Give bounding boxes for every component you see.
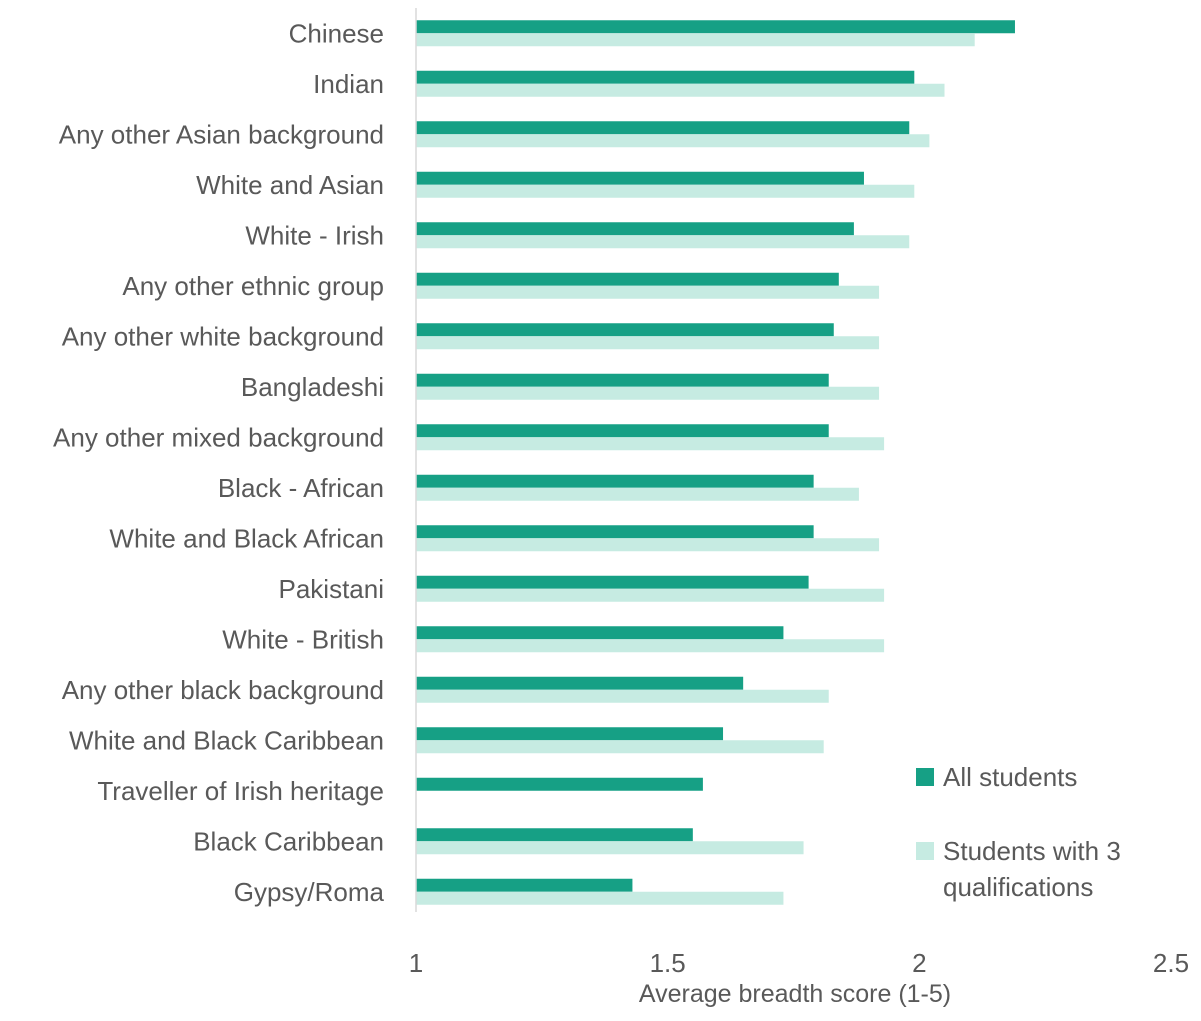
category-label: Traveller of Irish heritage (97, 776, 384, 806)
bar-three-qualifications (416, 134, 930, 148)
bar-three-qualifications (416, 437, 885, 451)
legend-swatch-three-qualifications (916, 842, 934, 860)
bar-three-qualifications (416, 386, 880, 400)
bar-three-qualifications (416, 83, 945, 97)
category-label: White and Black African (109, 523, 384, 553)
category-label: Any other mixed background (53, 422, 384, 452)
bar-all-students (416, 222, 854, 236)
category-label: White - Irish (245, 220, 384, 250)
bar-all-students (416, 626, 784, 640)
bar-all-students (416, 373, 829, 387)
category-label: Black - African (218, 473, 384, 503)
bar-three-qualifications (416, 336, 880, 350)
category-label: White and Black Caribbean (69, 725, 384, 755)
x-axis-title: Average breadth score (1-5) (639, 980, 951, 1008)
bar-all-students (416, 272, 839, 286)
bar-all-students (416, 121, 910, 135)
category-labels: Chinese Indian Any other Asian background W… (53, 18, 385, 907)
legend: All students Students with 3 qualification… (916, 762, 1121, 902)
category-label: Any other black background (62, 675, 384, 705)
bar-three-qualifications (416, 285, 880, 299)
category-label: Indian (313, 69, 384, 99)
bar-all-students (416, 777, 703, 791)
x-tick-label: 2 (912, 948, 926, 978)
bar-all-students (416, 525, 814, 539)
bar-all-students (416, 20, 1015, 34)
bar-all-students (416, 171, 864, 185)
bar-three-qualifications (416, 639, 885, 653)
category-label: Bangladeshi (241, 372, 384, 402)
category-label: Gypsy/Roma (234, 877, 385, 907)
bar-all-students (416, 575, 809, 589)
category-label: Any other Asian background (59, 119, 384, 149)
bar-all-students (416, 323, 834, 337)
category-label: Any other white background (62, 321, 384, 351)
category-label: Any other ethnic group (122, 271, 384, 301)
x-tick-labels: 1 1.5 2 2.5 (409, 948, 1189, 978)
category-label: Pakistani (279, 574, 385, 604)
bar-three-qualifications (416, 184, 915, 198)
category-label: Chinese (289, 18, 384, 48)
bars-group (416, 20, 1015, 905)
bar-all-students (416, 424, 829, 438)
bar-all-students (416, 878, 633, 892)
bar-three-qualifications (416, 841, 804, 855)
category-label: White - British (222, 624, 384, 654)
bar-three-qualifications (416, 740, 824, 754)
x-tick-label: 2.5 (1153, 948, 1189, 978)
legend-swatch-all-students (916, 768, 934, 786)
bar-three-qualifications (416, 33, 975, 47)
category-label: Black Caribbean (193, 826, 384, 856)
bar-all-students (416, 70, 915, 84)
bar-three-qualifications (416, 891, 784, 905)
bar-all-students (416, 676, 744, 690)
legend-label-three-qualifications: Students with 3 qualifications (943, 836, 1121, 902)
bar-three-qualifications (416, 235, 910, 249)
bar-all-students (416, 828, 693, 842)
bar-three-qualifications (416, 588, 885, 602)
bar-three-qualifications (416, 689, 829, 703)
bar-three-qualifications (416, 487, 859, 501)
x-tick-label: 1 (409, 948, 423, 978)
category-label: White and Asian (196, 170, 384, 200)
x-tick-label: 1.5 (650, 948, 686, 978)
bar-three-qualifications (416, 538, 880, 552)
bar-all-students (416, 474, 814, 488)
legend-label-all-students: All students (943, 762, 1077, 792)
bar-all-students (416, 727, 724, 741)
